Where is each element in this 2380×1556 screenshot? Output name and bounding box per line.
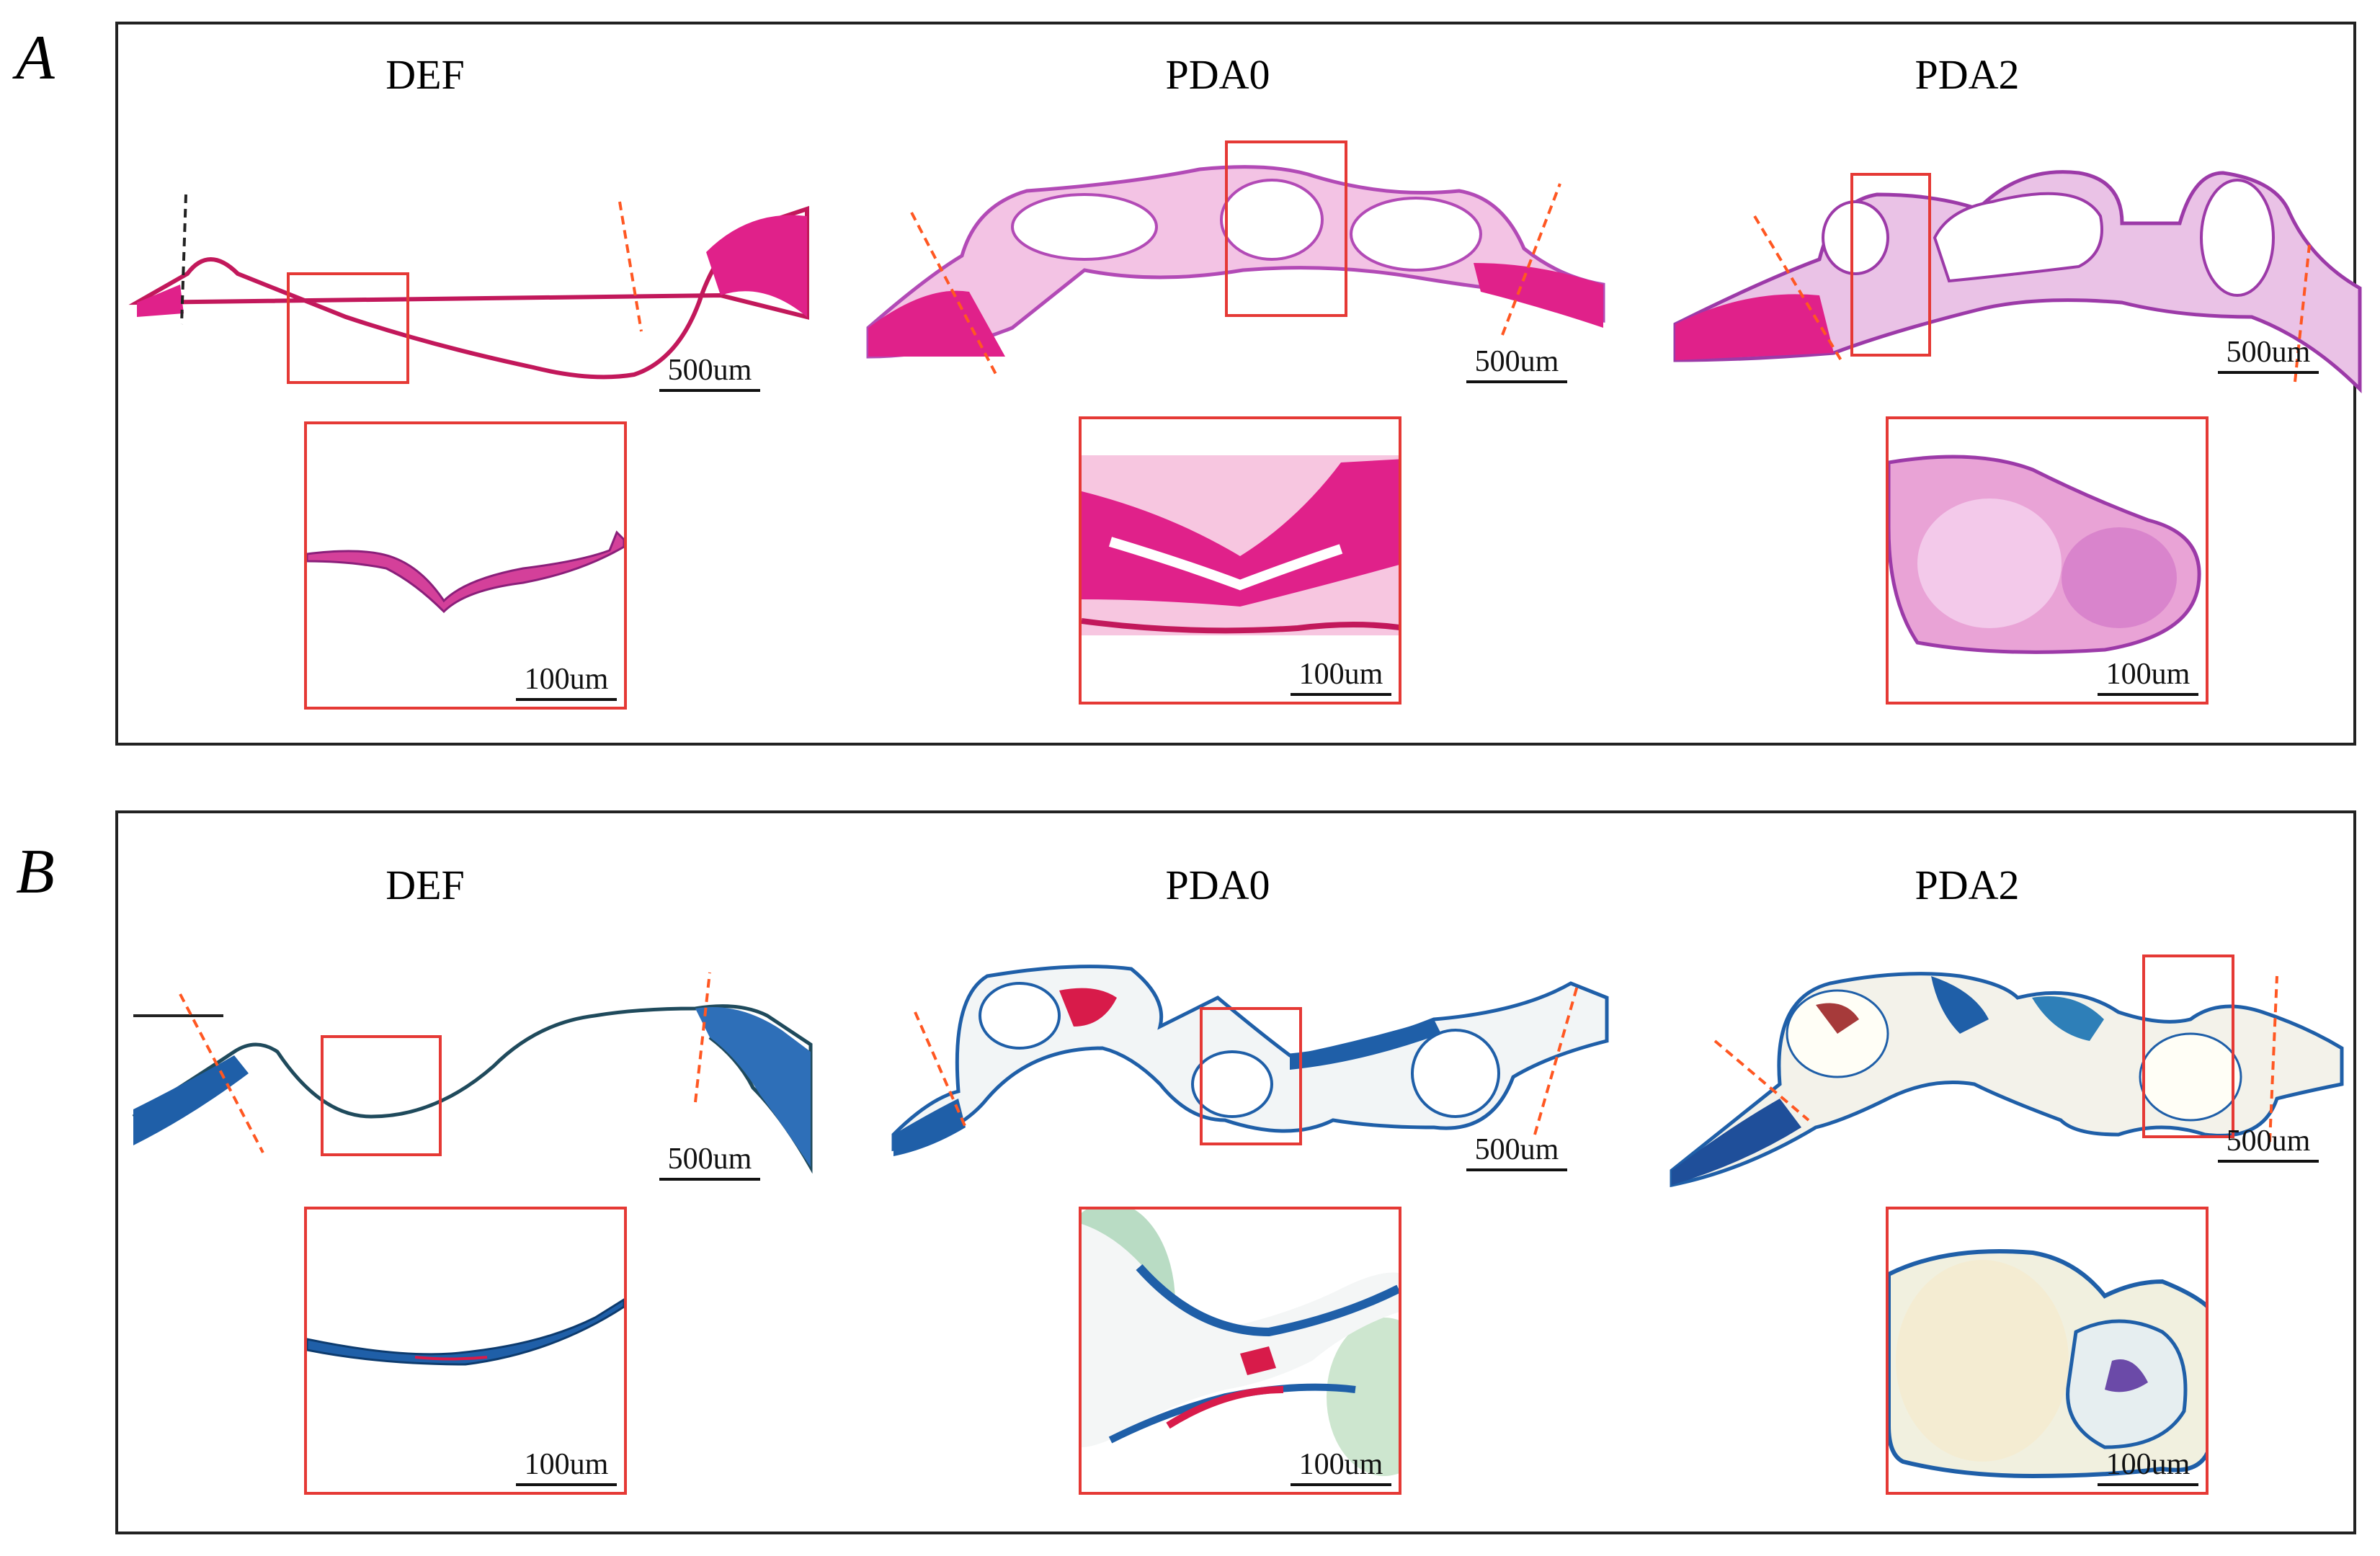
panel-a-title-pda2: PDA2 bbox=[1915, 51, 2020, 98]
panel-b-def-overview-scalebar: 500um bbox=[659, 1142, 760, 1181]
panel-b-pda2-inset-scalebar: 100um bbox=[2098, 1447, 2198, 1486]
panel-b-def-inset-scalebar: 100um bbox=[516, 1447, 617, 1486]
panel-a-title-def: DEF bbox=[385, 51, 465, 98]
panel-b-title-pda2: PDA2 bbox=[1915, 862, 2020, 908]
panel-b-pda2-overview-scalebar: 500um bbox=[2218, 1124, 2319, 1163]
panel-a-def-inset-scalebar: 100um bbox=[516, 662, 617, 701]
panel-a-def-section bbox=[128, 194, 809, 380]
panel-b-title-def: DEF bbox=[385, 862, 465, 908]
panel-b-frame bbox=[115, 810, 2356, 1534]
panel-label-a: A bbox=[16, 23, 55, 93]
panel-b-pda0-inset-scalebar: 100um bbox=[1291, 1447, 1391, 1486]
panel-b-def-roi-box bbox=[321, 1035, 442, 1156]
panel-a-pda0-inset-scalebar: 100um bbox=[1291, 657, 1391, 696]
panel-b-pda0-overview-scalebar: 500um bbox=[1466, 1132, 1567, 1171]
panel-a-pda0-roi-box bbox=[1225, 140, 1347, 317]
panel-a-pda0-inset: 100um bbox=[1079, 416, 1401, 705]
panel-a-title-pda0: PDA0 bbox=[1165, 51, 1270, 98]
panel-a-def-inset: 100um bbox=[304, 421, 627, 710]
panel-b-pda0-inset: 100um bbox=[1079, 1207, 1401, 1495]
panel-b-title-pda0: PDA0 bbox=[1165, 862, 1270, 908]
panel-a-pda2-inset-scalebar: 100um bbox=[2098, 657, 2198, 696]
panel-b-pda2-roi-box bbox=[2142, 954, 2234, 1138]
panel-b-pda2-section bbox=[1670, 972, 2344, 1188]
panel-b-def-inset: 100um bbox=[304, 1207, 627, 1495]
panel-a-pda2-inset: 100um bbox=[1886, 416, 2209, 705]
panel-a-pda2-roi-box bbox=[1850, 173, 1931, 357]
panel-b-pda2-inset: 100um bbox=[1886, 1207, 2209, 1495]
panel-label-b: B bbox=[16, 837, 55, 907]
panel-a-def-overview-scalebar: 500um bbox=[659, 353, 760, 392]
panel-b-pda0-section bbox=[891, 965, 1609, 1156]
panel-a-pda2-section bbox=[1673, 170, 2362, 394]
panel-a-pda0-section bbox=[866, 165, 1605, 379]
panel-a-pda2-overview-scalebar: 500um bbox=[2218, 335, 2319, 374]
panel-b-pda0-roi-box bbox=[1200, 1007, 1302, 1145]
panel-b-def-section bbox=[132, 972, 813, 1174]
panel-a-pda0-overview-scalebar: 500um bbox=[1466, 344, 1567, 383]
panel-a-def-roi-box bbox=[287, 272, 409, 384]
